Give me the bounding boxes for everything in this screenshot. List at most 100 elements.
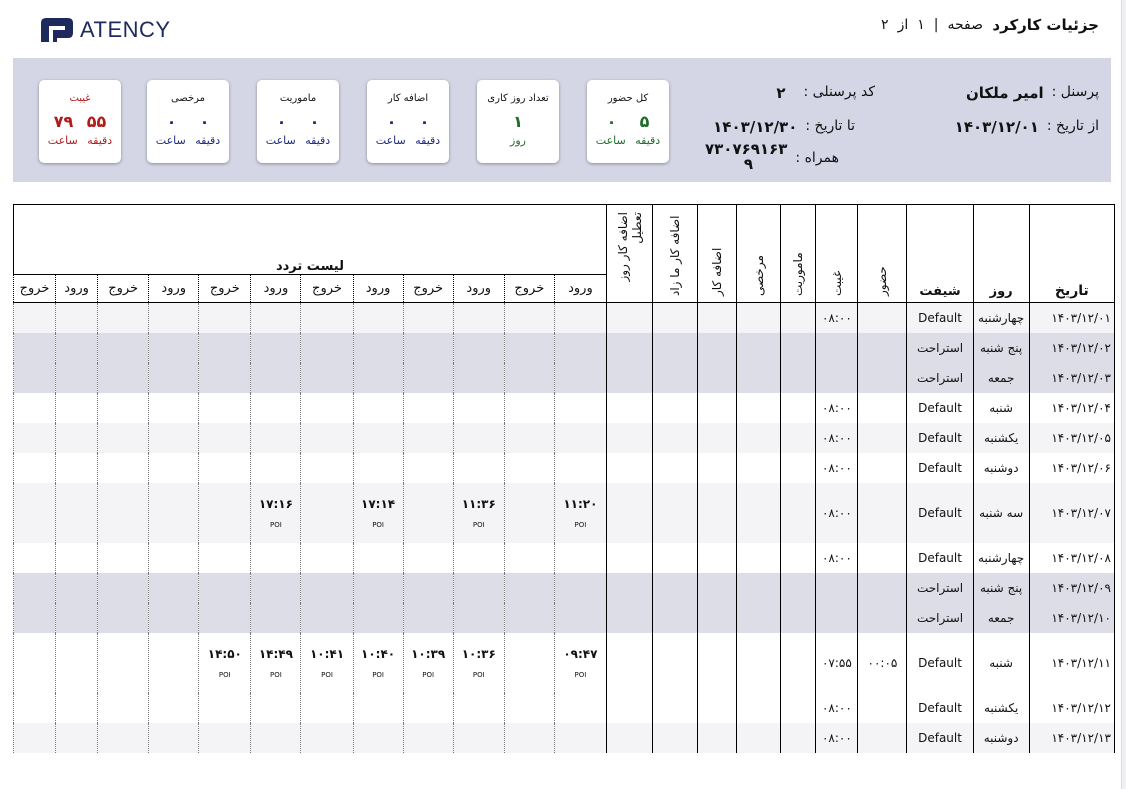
day-cell: یکشنبه — [972, 422, 1030, 453]
overtime-extra-cell — [652, 602, 699, 633]
overtime-holiday-cell — [605, 302, 654, 333]
overtime-holiday-cell — [605, 362, 654, 393]
attendance-table: لیست تردد اضافه کار روز تعطیل اضافه کار … — [12, 204, 1116, 753]
presence-cell — [857, 602, 908, 633]
log-device-tag: POI — [422, 670, 435, 679]
overtime-cell — [697, 332, 738, 363]
log-cell — [402, 572, 454, 603]
log-cell — [452, 302, 505, 333]
log-cell — [553, 422, 607, 453]
log-device-tag: POI — [321, 670, 333, 679]
absence-cell: ۰۷:۵۵ — [815, 632, 859, 693]
log-cell — [12, 302, 57, 333]
log-cell — [352, 692, 404, 723]
overtime-extra-cell — [652, 392, 699, 423]
leave-cell — [736, 452, 782, 483]
overtime-extra-cell — [652, 452, 699, 483]
card-hours-value: ۰ — [166, 112, 177, 131]
code-row: کد پرسنلی : ۲ — [776, 84, 875, 102]
log-cell — [352, 422, 404, 453]
absence-cell: ۰۸:۰۰ — [815, 482, 859, 543]
card-values: ۰ ۰ — [147, 112, 229, 131]
overtime-extra-cell — [652, 362, 699, 393]
log-cell — [402, 692, 454, 723]
mission-cell — [780, 632, 817, 693]
shift-cell: استراحت — [906, 602, 974, 633]
card-title: مرخصی — [170, 93, 206, 104]
overtime-cell — [697, 722, 738, 753]
log-cell — [148, 542, 200, 573]
card-values: ۷۹ ۵۵ — [39, 112, 121, 131]
log-cell — [148, 332, 200, 363]
absence-cell: ۰۸:۰۰ — [815, 692, 859, 723]
shift-cell: Default — [906, 722, 974, 753]
log-cell — [452, 572, 505, 603]
log-cell — [402, 362, 454, 393]
overtime-holiday-cell — [605, 542, 654, 573]
log-cell — [300, 572, 354, 603]
log-cell — [503, 362, 555, 393]
overtime-cell — [697, 632, 738, 693]
log-cell — [55, 542, 99, 573]
overtime-cell — [697, 452, 738, 483]
log-cell — [352, 362, 404, 393]
header-exit: خروج — [402, 274, 454, 303]
mission-cell — [780, 302, 817, 333]
overtime-extra-cell — [652, 722, 699, 753]
overtime-cell — [697, 602, 738, 633]
absence-cell: ۰۸:۰۰ — [815, 722, 859, 753]
header-entry: ورود — [148, 274, 200, 303]
header-absence: غیبت — [815, 204, 859, 303]
card-minutes-unit: دقیقه — [635, 134, 661, 147]
log-cell — [553, 602, 607, 633]
card-title: کل حضور — [607, 93, 649, 104]
card-units: ساعت دقیقه — [147, 134, 229, 147]
overtime-holiday-cell — [605, 632, 654, 693]
log-cell — [402, 482, 454, 543]
log-cell — [402, 542, 454, 573]
day-cell: دوشنبه — [972, 452, 1030, 483]
log-device-tag: POI — [472, 670, 485, 679]
shift-cell: Default — [906, 392, 974, 423]
log-time: ۱۱:۲۰ — [563, 496, 598, 511]
log-cell — [553, 452, 607, 483]
stat-card-absence: غیبت ۷۹ ۵۵ ساعت دقیقه — [39, 80, 121, 163]
overtime-extra-cell — [652, 542, 699, 573]
table-row: استراحت جمعه ۱۴۰۳/۱۲/۱۰ — [12, 602, 1116, 633]
log-cell — [452, 332, 505, 363]
date-cell: ۱۴۰۳/۱۲/۰۴ — [1028, 392, 1116, 423]
presence-cell — [857, 362, 908, 393]
overtime-holiday-cell — [605, 572, 654, 603]
overtime-holiday-cell — [605, 482, 654, 543]
log-cell — [148, 452, 200, 483]
log-cell — [300, 452, 354, 483]
log-cell — [55, 332, 99, 363]
header-exit: خروج — [503, 274, 555, 303]
presence-cell — [857, 542, 908, 573]
log-cell — [250, 302, 302, 333]
table-row: ۰۸:۰۰ Default دوشنبه ۱۴۰۳/۱۲/۱۳ — [12, 722, 1116, 753]
log-cell: ۱۴:۵۰ POI — [198, 632, 252, 693]
log-cell — [148, 602, 200, 633]
header-entry: ورود — [553, 274, 607, 303]
header-entry: ورود — [452, 274, 505, 303]
card-minutes-value: ۵۵ — [86, 112, 107, 131]
log-cell — [250, 362, 302, 393]
page-of-label: از — [897, 17, 909, 33]
day-cell: پنج شنبه — [972, 332, 1030, 363]
day-cell: شنبه — [972, 632, 1030, 693]
overtime-holiday-cell — [605, 452, 654, 483]
mobile-label: همراه : — [795, 150, 839, 166]
log-cell: ۰۹:۴۷ POI — [553, 632, 607, 693]
log-cell — [503, 452, 555, 483]
log-cell — [148, 692, 200, 723]
log-cell — [12, 632, 57, 693]
log-cell: ۱۰:۴۱ POI — [300, 632, 354, 693]
absence-cell: ۰۸:۰۰ — [815, 422, 859, 453]
log-cell — [97, 392, 150, 423]
leave-cell — [736, 332, 782, 363]
date-cell: ۱۴۰۳/۱۲/۱۱ — [1028, 632, 1116, 693]
log-cell — [503, 722, 555, 753]
presence-cell — [857, 422, 908, 453]
log-time: ۱۰:۴۰ — [361, 646, 396, 661]
